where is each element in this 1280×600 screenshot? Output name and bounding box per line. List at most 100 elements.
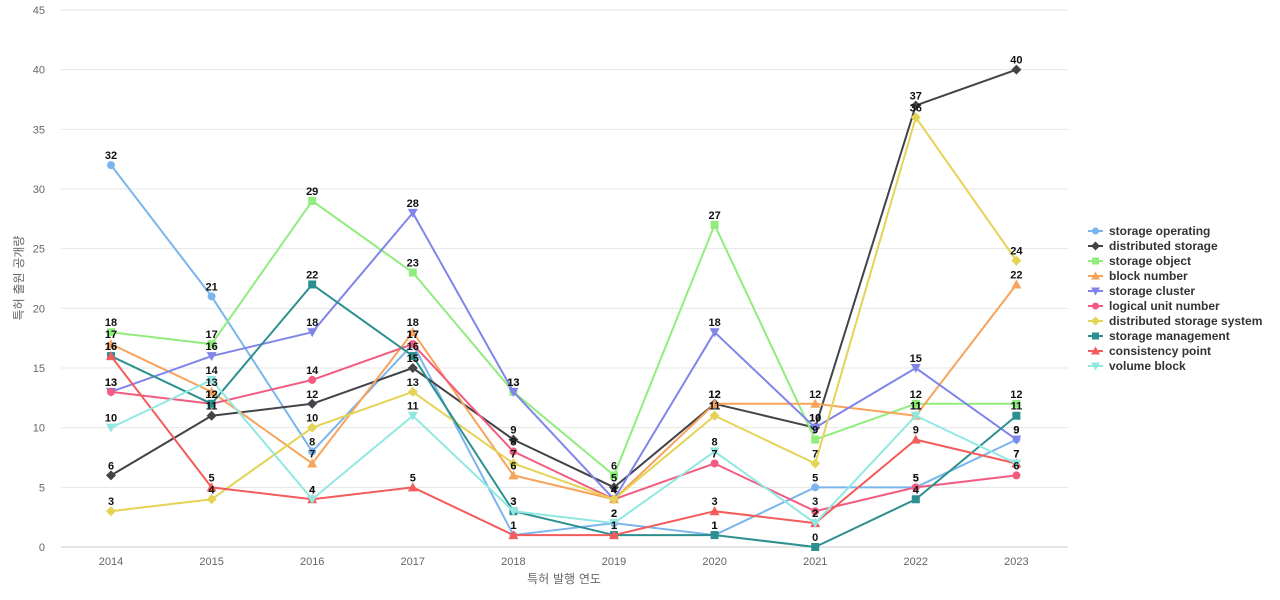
data-label: 12 [306, 389, 318, 401]
data-label: 36 [910, 102, 922, 114]
data-label: 1 [510, 520, 516, 532]
data-label: 11 [1011, 401, 1023, 413]
legend-item[interactable]: storage management [1088, 329, 1230, 343]
legend-marker [1092, 227, 1099, 235]
series-line [110, 199, 1017, 477]
data-point [910, 112, 921, 123]
data-point [308, 447, 317, 456]
y-tick-label: 40 [33, 65, 45, 77]
y-tick-label: 5 [39, 482, 45, 494]
data-label: 6 [1013, 460, 1019, 472]
legend-item[interactable]: distributed storage [1088, 239, 1218, 253]
data-label: 10 [809, 413, 821, 425]
data-point [609, 482, 619, 493]
legend-item[interactable]: distributed storage system [1088, 314, 1262, 328]
data-label: 22 [306, 269, 318, 281]
data-label: 24 [1010, 246, 1023, 258]
series-line [110, 116, 1018, 513]
series-line [110, 355, 1017, 537]
y-tick-label: 25 [33, 244, 45, 256]
series-line [110, 211, 1017, 501]
data-label: 6 [611, 460, 617, 472]
legend-marker [1092, 302, 1099, 310]
data-label: 18 [306, 317, 318, 329]
data-point [408, 352, 417, 361]
data-point [307, 328, 318, 338]
data-point [107, 328, 115, 337]
data-label: 1 [510, 520, 516, 532]
legend-item[interactable]: consistency point [1088, 344, 1211, 358]
data-label: 3 [510, 496, 516, 508]
data-point [508, 470, 519, 480]
legend-item[interactable]: storage operating [1088, 224, 1210, 238]
data-label: 9 [812, 425, 818, 437]
y-tick-label: 15 [33, 363, 45, 375]
legend-marker [1091, 271, 1100, 280]
data-point [1011, 459, 1022, 469]
x-axis-ticks: 2014 2015 2016 2017 2018 2019 2020 2021 2022 2023 [99, 556, 1029, 568]
data-label: 5 [611, 472, 617, 484]
data-label: 3 [108, 496, 114, 508]
data-label: 29 [306, 186, 318, 198]
data-point [709, 398, 720, 408]
data-point [207, 399, 216, 408]
data-label: 13 [205, 377, 217, 389]
data-label: 12 [708, 389, 720, 401]
data-point [810, 398, 821, 408]
legend-label: block number [1109, 269, 1188, 283]
data-point [710, 220, 719, 229]
data-label: 4 [611, 484, 618, 496]
data-label: 6 [510, 460, 516, 472]
data-point [206, 494, 217, 505]
data-label: 16 [205, 341, 217, 353]
data-label: 17 [205, 329, 217, 341]
data-point [1011, 279, 1022, 289]
y-tick-label: 30 [33, 184, 45, 196]
legend-label: consistency point [1109, 344, 1211, 358]
data-point [508, 458, 519, 469]
data-label: 10 [809, 413, 821, 425]
data-point [408, 340, 417, 349]
data-label: 5 [913, 472, 919, 484]
data-point [710, 531, 719, 540]
data-label: 1 [712, 520, 718, 532]
data-label: 11 [709, 401, 721, 413]
data-label: 17 [407, 329, 419, 341]
legend-item[interactable]: block number [1088, 269, 1188, 283]
data-label: 1 [712, 520, 718, 532]
data-label: 3 [712, 496, 718, 508]
data-label: 5 [209, 472, 215, 484]
legend-item[interactable]: logical unit number [1088, 299, 1220, 313]
data-label: 13 [407, 377, 419, 389]
x-tick-label: 2018 [501, 556, 525, 568]
y-tick-label: 45 [33, 5, 45, 17]
legend-label: distributed storage system [1109, 314, 1262, 328]
data-label: 4 [309, 484, 316, 496]
data-point [810, 423, 821, 433]
data-label: 17 [105, 329, 117, 341]
data-label: 16 [105, 341, 117, 353]
series-6 [106, 112, 1022, 517]
data-point [307, 495, 318, 505]
data-label: 4 [913, 484, 920, 496]
data-label: 9 [1013, 425, 1019, 437]
x-tick-label: 2016 [300, 556, 324, 568]
data-point [509, 447, 518, 456]
legend-item[interactable]: storage object [1088, 254, 1191, 268]
legend-marker [1092, 257, 1099, 265]
x-tick-label: 2021 [803, 556, 827, 568]
data-label: 6 [108, 460, 114, 472]
data-point [307, 422, 318, 433]
data-label: 16 [407, 341, 419, 353]
x-tick-label: 2022 [904, 556, 928, 568]
data-point [911, 483, 920, 492]
data-point [508, 387, 519, 397]
data-point [1011, 64, 1022, 75]
legend-item[interactable]: volume block [1088, 359, 1186, 373]
legend-item[interactable]: storage cluster [1088, 284, 1195, 298]
data-label: 5 [410, 472, 416, 484]
data-label: 15 [910, 353, 922, 365]
data-label: 11 [910, 401, 922, 413]
y-axis-title: 특허 출원 공개량 [12, 236, 26, 321]
data-label: 12 [809, 389, 821, 401]
